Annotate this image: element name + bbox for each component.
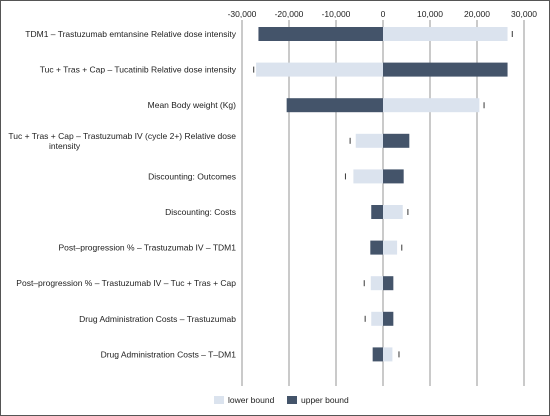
legend-label-lower: lower bound — [228, 395, 275, 405]
category-label: TDM1 – Trastuzumab emtansine Relative do… — [25, 29, 236, 39]
x-tick-label: -20,000 — [275, 9, 304, 19]
category-label: Discounting: Outcomes — [148, 171, 236, 181]
bar-upper-bound — [383, 311, 394, 326]
bar-upper-bound — [383, 169, 404, 184]
bar-upper-bound — [370, 240, 383, 255]
category-label: Drug Administration Costs – Trastuzumab — [79, 314, 236, 324]
category-label: Mean Body weight (Kg) — [148, 100, 237, 110]
category-label: Post–progression % – Trastuzumab IV – TD… — [59, 243, 237, 253]
category-labels: TDM1 – Trastuzumab emtansine Relative do… — [8, 29, 236, 359]
legend: lower bound upper bound — [214, 395, 349, 405]
x-tick-label: 10,000 — [417, 9, 443, 19]
legend-swatch-upper — [287, 396, 297, 404]
bar-upper-bound — [258, 27, 383, 41]
legend-swatch-lower — [214, 396, 224, 404]
bar-lower-bound — [383, 205, 403, 219]
category-label: Drug Administration Costs – T–DM1 — [101, 349, 237, 359]
bar-lower-bound — [383, 347, 393, 362]
bar-lower-bound — [383, 98, 480, 113]
bars — [256, 27, 508, 362]
x-tick-label: -10,000 — [322, 9, 351, 19]
category-label: Tuc + Tras + Cap – Trastuzumab IV (cycle… — [8, 131, 236, 151]
x-tick-label: -30,000 — [228, 9, 257, 19]
category-label: Post–progression % – Trastuzumab IV – Tu… — [16, 278, 236, 288]
bar-lower-bound — [353, 169, 383, 184]
bar-upper-bound — [383, 133, 410, 148]
bar-upper-bound — [383, 276, 394, 291]
bar-upper-bound — [286, 98, 383, 113]
base-markers — [253, 31, 513, 358]
legend-label-upper: upper bound — [301, 395, 349, 405]
bar-upper-bound — [383, 62, 508, 77]
bar-lower-bound — [256, 62, 383, 77]
category-label: Discounting: Costs — [165, 207, 236, 217]
bar-lower-bound — [383, 240, 398, 255]
x-axis-ticks: -30,000 -20,000 -10,000 0 10,000 20,000 30,000 — [228, 9, 538, 19]
x-tick-label: 0 — [381, 9, 386, 19]
x-tick-label: 20,000 — [464, 9, 490, 19]
bar-lower-bound — [383, 27, 508, 41]
category-label: Tuc + Tras + Cap – Tucatinib Relative do… — [40, 65, 237, 75]
gridlines — [241, 20, 525, 386]
bar-upper-bound — [371, 205, 383, 219]
bar-lower-bound — [370, 276, 383, 291]
bar-lower-bound — [371, 311, 383, 326]
x-tick-label: 30,000 — [511, 9, 537, 19]
bar-lower-bound — [355, 133, 383, 148]
bar-upper-bound — [372, 347, 383, 362]
